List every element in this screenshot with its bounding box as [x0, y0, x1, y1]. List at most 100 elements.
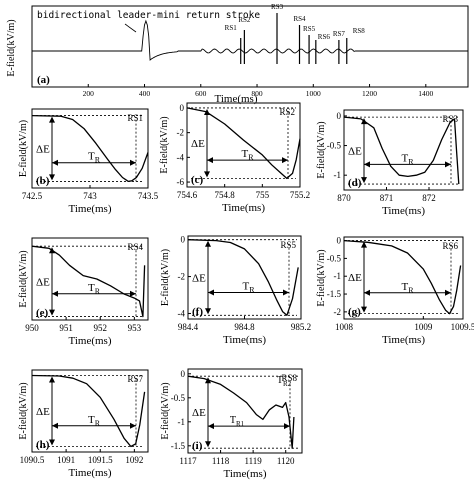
panel-e-xlabel: Time(ms) [69, 335, 112, 347]
panel-a-xtick-label: 600 [195, 89, 207, 98]
panel-b-tr-arrowhead-right [130, 159, 136, 166]
panel-f-xlabel: Time(ms) [223, 334, 266, 346]
panel-c-xtick-label: 755.2 [290, 190, 310, 200]
panel-b-delta-arrowhead-down [49, 174, 55, 181]
panel-g-ytick-label: -1 [334, 271, 342, 281]
panel-b-tr-label: TR [88, 151, 101, 165]
panel-i-delta-arrowhead-down [205, 441, 211, 448]
panel-h-xtick-label: 1091 [57, 455, 75, 465]
panel-h-xtick-label: 1092 [125, 455, 143, 465]
panel-e-tr-arrowhead-right [130, 290, 136, 297]
panel-g-ytick-label: 0 [337, 236, 342, 246]
panel-d-delta-arrowhead-up [361, 118, 367, 125]
panel-a-ticks: 200 400 600 800 1000 1200 1400 [83, 84, 434, 98]
panel-i-line [187, 375, 295, 449]
panel-c-ylabel: E-field(kV/m) [159, 116, 170, 173]
panel-g-xtick-label: 1009 [414, 322, 433, 332]
panel-a-xtick-label: 800 [251, 89, 263, 98]
panel-f-ytick-label: -4 [178, 308, 186, 318]
panel-i-ytick-label: 0 [181, 369, 186, 379]
panel-g-tr-arrowhead-right [445, 289, 451, 296]
panel-f-line [187, 239, 299, 316]
panel-i-stroke-label: RS8 [281, 373, 297, 383]
panel-g-frame [343, 236, 464, 320]
panel-c-tr-sub: R [248, 153, 254, 162]
panel-d-panel-label: (d) [348, 177, 362, 189]
panel-e-delta-arrowhead-up [49, 247, 55, 254]
panel-a-xtick-label: 1400 [418, 89, 433, 98]
panel-i-delta-label: ΔE [192, 407, 206, 419]
panel-d-stroke-label: RS3 [442, 114, 458, 124]
panel-c-frame [186, 102, 301, 188]
panel-c-stroke-label: RS2 [279, 107, 295, 117]
panel-d-frame [343, 109, 464, 191]
panel-h-tr-sub: R [95, 419, 101, 428]
panel-d-xlabel: Time(ms) [382, 205, 425, 217]
panel-h-stroke-label: RS7 [127, 374, 143, 384]
panel-f: 984.4 984.8 985.2 0 -2 -4 Time(ms) E-field(kV/m… [160, 235, 311, 346]
panel-a-marker-label: RS3 [271, 3, 284, 11]
panel-a-marker-label: RS2 [238, 16, 251, 24]
panel-g-tr-arrowhead-left [364, 289, 370, 296]
panel-b-delta-arrowhead-up [49, 116, 55, 123]
panel-g-delta-label: ΔE [348, 272, 362, 284]
panel-f-tr-label: TR [242, 280, 255, 294]
panel-h-tr-arrowhead-left [52, 422, 58, 429]
panel-b-xlabel: Time(ms) [69, 203, 112, 215]
panel-e-ylabel: E-field(kV/m) [18, 250, 29, 307]
panel-e-xtick-label: 952 [93, 323, 107, 333]
panel-h-delta-label: ΔE [36, 406, 50, 418]
panel-i-tr-arrowhead-left [208, 423, 214, 430]
panel-i-ytick-label: -0.5 [171, 393, 186, 403]
panel-a-marker-label: RS8 [353, 27, 366, 35]
panel-i-xtick-label: 1118 [212, 456, 230, 466]
panel-g-line [343, 239, 462, 315]
panel-d-tr-sub: R [408, 157, 414, 166]
panel-e-frame [31, 237, 149, 321]
panel-h-xlabel: Time(ms) [69, 467, 112, 479]
panel-h-delta-arrowhead-up [49, 376, 55, 383]
panel-b: 742.5 743 743.5 Time(ms) E-field(kV/m) ΔE TR RS… [18, 108, 159, 215]
panel-g-ylabel: E-field(kV/m) [316, 249, 327, 306]
panel-b-xtick-label: 742.5 [22, 191, 43, 201]
panel-e-stroke-label: RS4 [127, 242, 143, 252]
panel-f-delta-arrowhead-up [205, 240, 211, 247]
panel-i-xtick-label: 1117 [179, 456, 197, 466]
panel-b-xtick-label: 743 [83, 191, 97, 201]
panel-c-panel-label: (c) [191, 174, 204, 186]
panel-g-delta-arrowhead-down [361, 306, 367, 313]
panel-i-ytick-label: -1.5 [171, 441, 186, 451]
panel-f-ytick-label: -2 [178, 272, 186, 282]
panel-d-delta-label: ΔE [348, 146, 362, 158]
panel-g-tr-sub: R [408, 286, 414, 295]
panel-d-delta-arrowhead-down [361, 177, 367, 184]
panel-g-xlabel: Time(ms) [382, 334, 425, 346]
panel-c-xtick-label: 754.8 [215, 190, 236, 200]
panel-c-ytick-label: -2 [177, 128, 185, 138]
panel-d-xtick-label: 871 [380, 193, 394, 203]
panel-f-panel-label: (f) [192, 306, 203, 318]
panel-e-tr-arrowhead-left [52, 290, 58, 297]
panel-i-tr-arrowhead-right [284, 423, 290, 430]
panel-c-ytick-label: -4 [177, 152, 185, 162]
panel-a-xtick-label: 400 [139, 89, 151, 98]
panel-c-delta-label: ΔE [191, 138, 205, 150]
panel-g-ytick-label: -2 [334, 307, 342, 317]
panel-d-tr-arrowhead-left [364, 161, 370, 168]
panel-a-marker-label: RS4 [293, 15, 306, 23]
panel-e-xtick-label: 953 [128, 323, 142, 333]
panel-h-xtick-label: 1090.5 [20, 455, 45, 465]
panel-i-ytick-label: -1 [178, 417, 186, 427]
panel-c-xtick-label: 754.6 [177, 190, 198, 200]
panel-g-xtick-label: 1009.5 [451, 322, 474, 332]
panel-i-panel-label: (i) [192, 440, 203, 452]
panel-g-ytick-label: -1.5 [327, 289, 342, 299]
panel-f-delta-arrowhead-down [205, 308, 211, 315]
panel-i-frame [187, 368, 303, 454]
panel-i-tr1-sub: R1 [236, 420, 245, 428]
panel-h-ylabel: E-field(kV/m) [18, 382, 29, 439]
panel-g-tr-label: TR [401, 281, 414, 295]
panel-b-tr-arrowhead-left [52, 159, 58, 166]
panel-a-marker-label: RS6 [318, 33, 331, 41]
